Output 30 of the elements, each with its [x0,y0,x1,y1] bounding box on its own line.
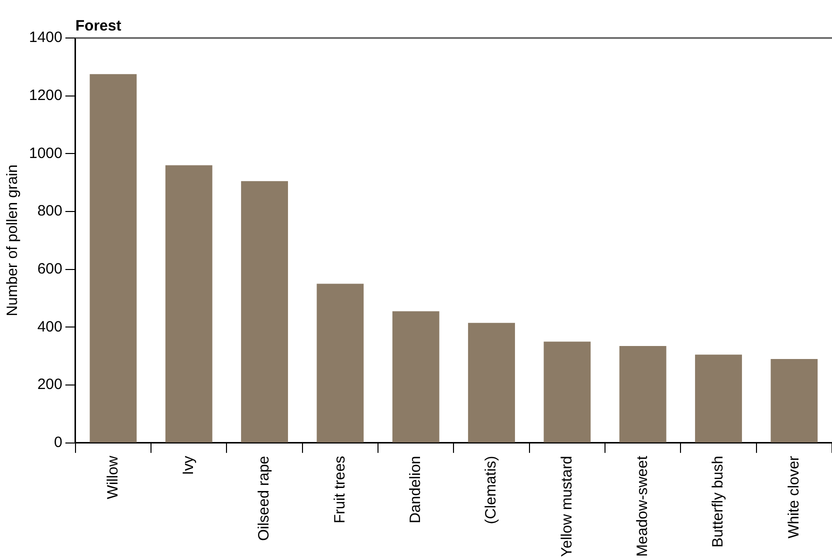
bar [90,74,137,442]
x-tick-label: White clover [785,456,802,538]
bar [165,165,212,442]
bar [619,346,666,442]
x-tick-label: (Clematis) [482,456,500,524]
y-axis-title: Number of pollen grain [4,164,22,316]
y-tick-label: 400 [37,318,62,336]
y-tick-label: 1200 [28,86,62,104]
y-tick-label: 600 [37,260,62,278]
bar [392,311,440,442]
bar [770,358,818,442]
x-tick-label: Meadow-sweet [634,455,651,557]
x-tick-label: Ivy [180,455,198,476]
bar [468,322,515,442]
bar [544,342,591,442]
x-tick-label: Butterfly bush [710,456,727,548]
x-tick-label: Fruit trees [331,456,348,524]
chart-title: Forest [75,18,122,35]
y-tick-label: 1000 [28,144,62,162]
y-tick-label: 800 [37,202,62,220]
y-tick-label: 0 [54,434,62,451]
x-tick-label: Oilseed rape [256,456,273,541]
y-tick-label: 1400 [28,29,62,46]
y-tick-label: 200 [37,376,62,394]
x-tick-label: Yellow mustard [558,456,576,558]
x-tick-label: Dandelion [406,456,424,524]
bar [695,354,742,442]
x-tick-label: Willow [104,456,122,500]
bar [316,284,364,442]
bar [241,181,288,442]
